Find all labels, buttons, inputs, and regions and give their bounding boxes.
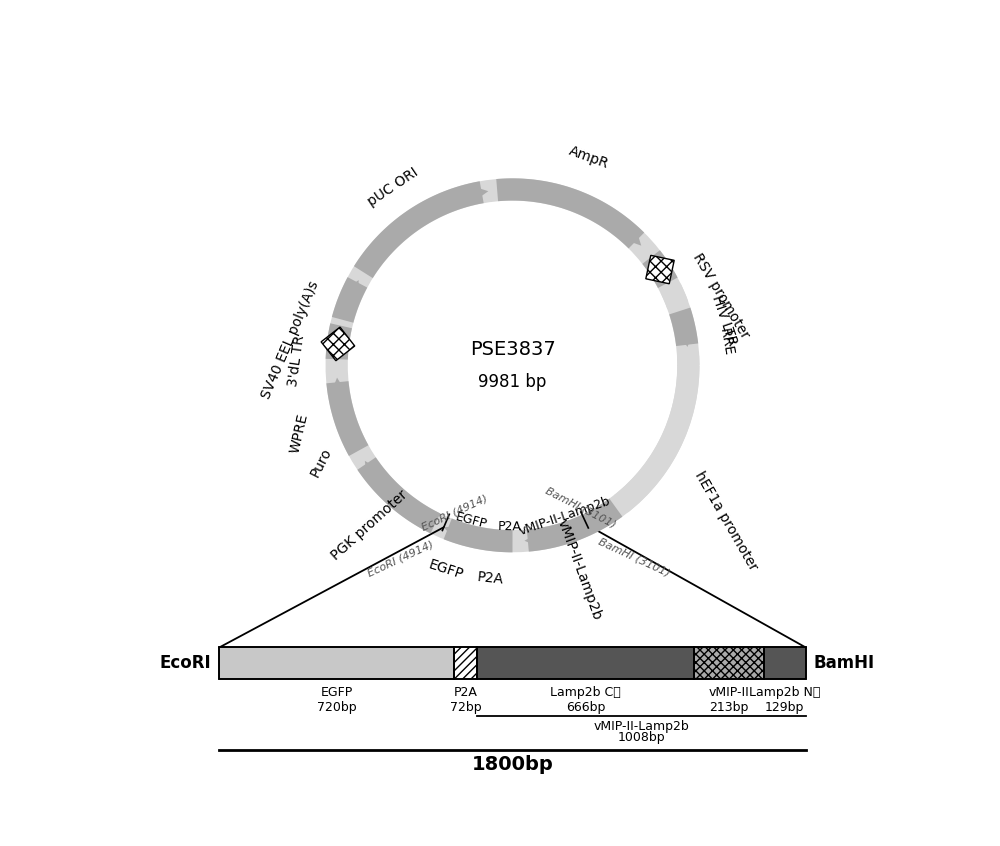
- Text: 9981 bp: 9981 bp: [478, 372, 547, 391]
- Text: 3'dL TR: 3'dL TR: [286, 334, 307, 387]
- Bar: [477, 647, 694, 678]
- Text: BamHI (3101): BamHI (3101): [544, 486, 617, 530]
- Text: 129bp: 129bp: [765, 700, 804, 714]
- Polygon shape: [646, 255, 674, 283]
- Text: 666bp: 666bp: [566, 700, 605, 714]
- Bar: [454, 647, 477, 678]
- Bar: [764, 647, 806, 678]
- Bar: [454, 647, 477, 678]
- Text: PSE3837: PSE3837: [470, 339, 555, 359]
- Text: 1008bp: 1008bp: [618, 732, 665, 744]
- Text: EGFP: EGFP: [320, 686, 353, 700]
- Text: EcoRI (4914): EcoRI (4914): [366, 539, 435, 579]
- Text: hEF1a promoter: hEF1a promoter: [692, 470, 760, 573]
- Text: EGFP: EGFP: [427, 558, 465, 581]
- Text: P2A: P2A: [498, 520, 522, 533]
- Bar: [219, 647, 454, 678]
- Text: vMIP-II-Lamp2b: vMIP-II-Lamp2b: [594, 720, 689, 733]
- Text: SV40 EEL poly(A)s: SV40 EEL poly(A)s: [259, 279, 321, 401]
- Text: PGK promoter: PGK promoter: [328, 487, 410, 563]
- Text: 1800bp: 1800bp: [472, 755, 553, 774]
- Text: vMIP-II-Lamp2b: vMIP-II-Lamp2b: [517, 494, 612, 538]
- Text: HIV LTR: HIV LTR: [709, 294, 739, 347]
- Text: RRE: RRE: [717, 327, 736, 357]
- Text: Puro: Puro: [308, 446, 335, 480]
- Bar: [477, 647, 694, 678]
- Text: 720bp: 720bp: [317, 700, 356, 714]
- Text: P2A: P2A: [454, 686, 478, 700]
- Text: vMIP-II-Lamp2b: vMIP-II-Lamp2b: [555, 517, 604, 622]
- Text: BamHI (3101): BamHI (3101): [596, 536, 671, 579]
- Text: 72bp: 72bp: [450, 700, 481, 714]
- Text: pUC ORI: pUC ORI: [365, 166, 420, 209]
- Text: Lamp2b C端: Lamp2b C端: [550, 686, 621, 700]
- Text: Lamp2b N端: Lamp2b N端: [749, 686, 820, 700]
- Text: RSV promoter: RSV promoter: [690, 251, 752, 342]
- Text: AmpR: AmpR: [566, 144, 610, 171]
- Text: EcoRI: EcoRI: [160, 654, 212, 672]
- Bar: [764, 647, 806, 678]
- Text: BamHI: BamHI: [813, 654, 875, 672]
- Text: EcoRI (4914): EcoRI (4914): [420, 492, 489, 532]
- Text: EGFP: EGFP: [454, 511, 488, 531]
- Bar: [694, 647, 764, 678]
- Text: P2A: P2A: [476, 570, 504, 587]
- Text: WPRE: WPRE: [287, 412, 310, 454]
- Bar: [694, 647, 764, 678]
- Polygon shape: [321, 327, 355, 360]
- Text: vMIP-II: vMIP-II: [709, 686, 749, 700]
- Text: 213bp: 213bp: [709, 700, 749, 714]
- Bar: [219, 647, 454, 678]
